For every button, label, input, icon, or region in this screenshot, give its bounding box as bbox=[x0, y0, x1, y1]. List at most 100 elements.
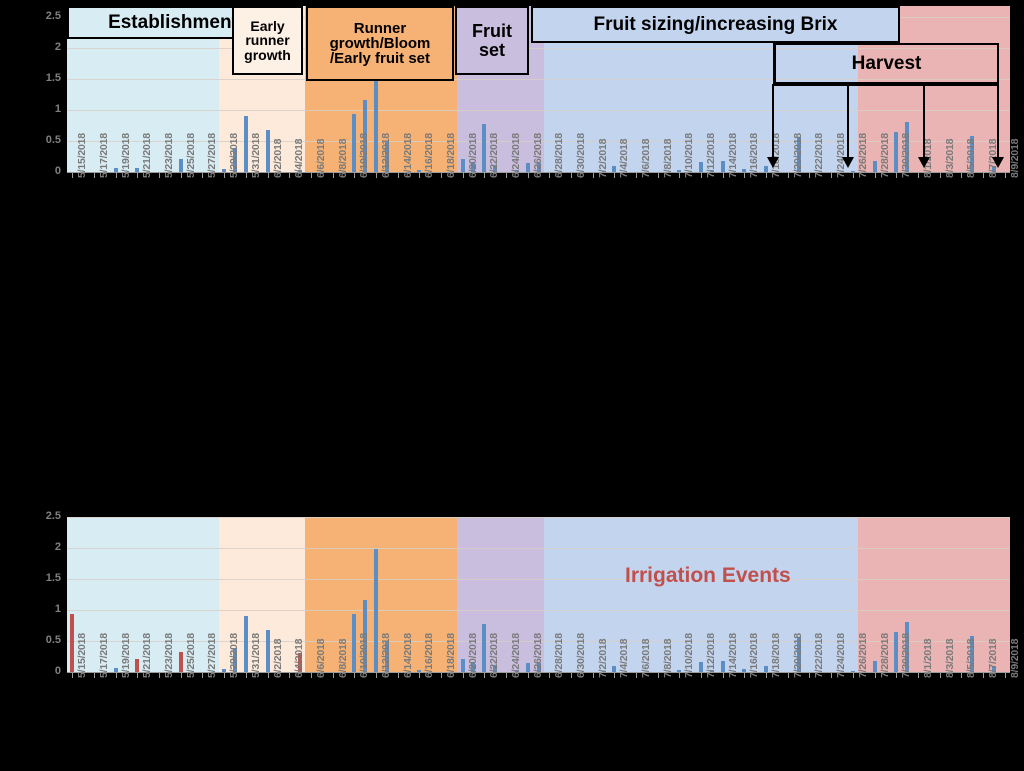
stage-box-fruit-sizing: Fruit sizing/increasing Brix bbox=[531, 6, 900, 43]
x-axis-tick-label: 7/30/2018 bbox=[900, 133, 913, 178]
rainfall-bar bbox=[417, 670, 422, 672]
rainfall-bar bbox=[796, 636, 801, 672]
x-tick bbox=[571, 673, 573, 678]
gridline bbox=[67, 48, 1010, 49]
rainfall-bar bbox=[742, 168, 747, 172]
x-tick bbox=[462, 673, 464, 678]
x-tick bbox=[484, 173, 486, 178]
x-tick bbox=[657, 173, 659, 178]
rainfall-bar bbox=[536, 163, 541, 172]
x-tick bbox=[115, 173, 117, 178]
stage-label-early-runner-growth: Early runner growth bbox=[244, 18, 291, 63]
x-axis-tick-label: 5/25/2018 bbox=[184, 133, 197, 178]
rainfall-bar bbox=[493, 164, 498, 172]
rainfall-bar bbox=[894, 132, 899, 172]
x-tick bbox=[72, 173, 74, 178]
x-tick bbox=[180, 673, 182, 678]
x-tick bbox=[115, 673, 117, 678]
stage-band-fruit-set bbox=[457, 517, 544, 672]
x-axis-tick-label: 6/10/2018 bbox=[358, 133, 371, 178]
rainfall-bar bbox=[699, 162, 704, 172]
x-tick bbox=[917, 173, 919, 178]
x-tick bbox=[722, 173, 724, 178]
x-axis-tick-label: 6/26/2018 bbox=[531, 133, 544, 178]
x-axis-tick-label: 6/22/2018 bbox=[488, 133, 501, 178]
x-tick bbox=[766, 673, 768, 678]
x-axis-tick-label: 8/3/2018 bbox=[943, 138, 956, 178]
x-tick bbox=[679, 173, 681, 178]
stage-label-establishment: Establishment bbox=[108, 11, 238, 33]
x-axis-tick-label: 6/12/2018 bbox=[379, 133, 392, 178]
stage-label-runner-growth-bloom: Runner growth/Bloom /Early fruit set bbox=[329, 19, 431, 68]
rainfall-bar bbox=[493, 664, 498, 672]
x-tick bbox=[440, 173, 442, 178]
x-axis-line bbox=[67, 172, 1010, 173]
harvest-bracket bbox=[772, 84, 997, 86]
x-tick bbox=[310, 673, 312, 678]
x-axis-tick-label: 7/26/2018 bbox=[856, 133, 869, 178]
rainfall-bar bbox=[352, 114, 357, 172]
x-tick bbox=[159, 173, 161, 178]
gridline bbox=[67, 579, 1010, 580]
gridline bbox=[67, 79, 1010, 80]
rainfall-bar bbox=[991, 666, 996, 672]
stage-label-harvest: Harvest bbox=[851, 52, 922, 74]
x-tick bbox=[701, 673, 703, 678]
x-tick bbox=[874, 173, 876, 178]
rainfall-bar bbox=[265, 130, 270, 172]
x-tick bbox=[939, 673, 941, 678]
rainfall-bar bbox=[991, 166, 996, 172]
rainfall-bar bbox=[525, 162, 530, 172]
x-tick bbox=[831, 673, 833, 678]
x-axis-tick-label: 7/24/2018 bbox=[835, 133, 848, 178]
x-tick bbox=[419, 673, 421, 678]
x-axis-tick-label: 7/12/2018 bbox=[705, 133, 718, 178]
x-tick bbox=[874, 673, 876, 678]
x-axis-tick-label: 7/2/2018 bbox=[596, 138, 609, 178]
x-axis-tick-label: 7/8/2018 bbox=[661, 138, 674, 178]
rainfall-bar bbox=[222, 668, 227, 672]
rainfall-bar bbox=[384, 641, 389, 672]
x-tick bbox=[224, 673, 226, 678]
x-tick bbox=[657, 673, 659, 678]
x-axis-tick-label: 7/22/2018 bbox=[813, 133, 826, 178]
x-axis-tick-label: 6/2/2018 bbox=[271, 138, 284, 178]
x-tick bbox=[982, 673, 984, 678]
rainfall-bar bbox=[482, 623, 487, 672]
x-tick bbox=[332, 173, 334, 178]
rainfall-bar bbox=[612, 666, 617, 672]
rainfall-bar bbox=[265, 630, 270, 672]
x-tick bbox=[462, 173, 464, 178]
rainfall-bar bbox=[905, 622, 910, 672]
rainfall-bar bbox=[460, 158, 465, 172]
x-tick bbox=[527, 173, 529, 178]
rainfall-bar bbox=[699, 662, 704, 672]
x-tick bbox=[245, 673, 247, 678]
rainfall-bar bbox=[243, 116, 248, 172]
x-tick bbox=[375, 173, 377, 178]
rainfall-bar bbox=[709, 169, 714, 172]
x-tick bbox=[679, 673, 681, 678]
x-tick bbox=[722, 673, 724, 678]
rainfall-bar bbox=[764, 166, 769, 172]
x-tick bbox=[766, 173, 768, 178]
x-axis-tick-label: 7/16/2018 bbox=[748, 133, 761, 178]
stage-box-harvest: Harvest bbox=[774, 43, 999, 84]
panel-bottom-irrigation-events: 00.511.522.55/15/20185/17/20185/19/20185… bbox=[0, 500, 1024, 771]
rainfall-bar bbox=[233, 147, 237, 172]
rainfall-bar bbox=[764, 666, 769, 672]
x-tick bbox=[159, 673, 161, 678]
x-tick bbox=[787, 673, 789, 678]
x-tick bbox=[354, 673, 356, 678]
rainfall-bar bbox=[417, 170, 422, 172]
x-tick bbox=[267, 173, 269, 178]
x-tick bbox=[375, 673, 377, 678]
x-axis-tick-label: 5/23/2018 bbox=[163, 133, 176, 178]
x-tick bbox=[505, 173, 507, 178]
rainfall-bar bbox=[298, 169, 303, 172]
irrigation-bar bbox=[135, 658, 140, 672]
x-tick bbox=[289, 173, 291, 178]
rainfall-bar bbox=[970, 636, 975, 672]
x-axis-tick-label: 7/4/2018 bbox=[618, 138, 631, 178]
